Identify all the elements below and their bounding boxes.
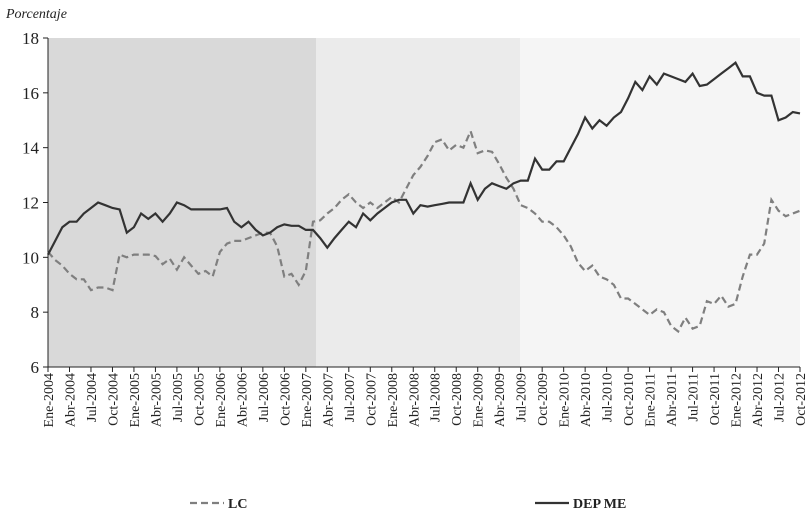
x-tick-label: Abr-2004: [63, 373, 78, 427]
x-tick-label: Jul-2004: [85, 373, 100, 422]
y-axis-label: Porcentaje: [5, 7, 67, 22]
x-tick-label: Abr-2009: [493, 373, 508, 427]
x-tick-label: Abr-2010: [579, 373, 594, 427]
x-tick-label: Abr-2011: [665, 373, 680, 427]
x-tick-label: Ene-2008: [386, 373, 401, 427]
x-tick-label: Ene-2012: [730, 373, 745, 427]
x-tick-label: Oct-2005: [192, 373, 207, 426]
x-tick-label: Ene-2004: [42, 373, 57, 427]
x-tick-label: Jul-2010: [601, 373, 616, 422]
x-tick-label: Jul-2006: [257, 373, 272, 422]
x-tick-label: Oct-2006: [278, 373, 293, 426]
x-tick-label: Oct-2010: [622, 373, 637, 426]
period-shade: [520, 38, 800, 367]
x-tick-label: Jul-2008: [429, 373, 444, 422]
x-tick-label: Ene-2009: [472, 373, 487, 427]
x-tick-label: Ene-2005: [128, 373, 143, 427]
y-tick-label: 8: [31, 303, 40, 322]
x-tick-label: Abr-2006: [235, 373, 250, 427]
x-tick-label: Ene-2007: [300, 373, 315, 427]
period-shade: [316, 38, 520, 367]
x-tick-label: Abr-2008: [407, 373, 422, 427]
x-tick-label: Abr-2007: [321, 373, 336, 427]
legend-label: DEP ME: [573, 497, 626, 512]
x-tick-label: Oct-2012: [794, 373, 809, 426]
series-line: [47, 128, 801, 334]
x-tick-label: Ene-2010: [558, 373, 573, 427]
x-tick-label: Oct-2007: [364, 373, 379, 426]
x-tick-label: Jul-2007: [343, 373, 358, 422]
series-line: [47, 61, 801, 256]
x-tick-label: Jul-2012: [773, 373, 788, 422]
x-tick-label: Oct-2009: [536, 373, 551, 426]
x-tick-label: Ene-2006: [214, 373, 229, 427]
x-tick-label: Oct-2004: [106, 373, 121, 426]
y-tick-label: 16: [22, 84, 39, 103]
legend-label: LC: [228, 497, 247, 512]
x-tick-label: Oct-2011: [708, 373, 723, 425]
x-tick-label: Jul-2005: [171, 373, 186, 422]
x-tick-label: Oct-2008: [450, 373, 465, 426]
y-tick-label: 6: [31, 358, 40, 377]
period-shade: [48, 38, 316, 367]
x-tick-label: Jul-2011: [687, 373, 702, 421]
x-tick-label: Abr-2005: [149, 373, 164, 427]
y-tick-label: 18: [22, 29, 39, 48]
y-tick-label: 10: [22, 248, 39, 267]
y-tick-label: 12: [22, 194, 39, 213]
y-tick-label: 14: [22, 139, 40, 158]
x-tick-label: Jul-2009: [515, 373, 530, 422]
x-tick-label: Abr-2012: [751, 373, 766, 427]
x-tick-label: Ene-2011: [644, 373, 659, 427]
